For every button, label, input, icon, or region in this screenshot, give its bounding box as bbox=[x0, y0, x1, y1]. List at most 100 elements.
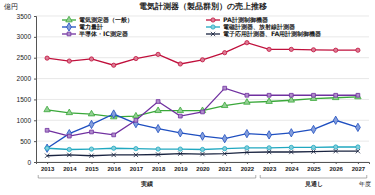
title: 電気計測器（製品群別）の売上推移 bbox=[139, 2, 267, 11]
y-tick-label: 3500 bbox=[17, 13, 32, 20]
series-marker bbox=[177, 107, 183, 113]
x-tick-label: 2014 bbox=[63, 166, 77, 172]
series-marker bbox=[156, 52, 160, 56]
series-marker bbox=[245, 150, 249, 154]
series-marker bbox=[355, 123, 360, 131]
annotation-bracket bbox=[38, 175, 256, 178]
x-tick-label: 2013 bbox=[41, 166, 55, 172]
y-axis-title: 億円 bbox=[4, 3, 18, 11]
series-marker bbox=[89, 147, 93, 151]
series-line bbox=[47, 43, 358, 66]
series-marker bbox=[334, 93, 338, 97]
y-axis: 0500100015002000250030003500 bbox=[17, 13, 37, 166]
series-marker bbox=[356, 48, 360, 52]
annotation-bracket bbox=[260, 175, 367, 178]
annotation: 見通し bbox=[304, 180, 323, 187]
series-marker bbox=[200, 147, 204, 151]
series-marker bbox=[222, 134, 227, 142]
series-marker bbox=[289, 150, 293, 154]
x-tick-mark bbox=[247, 162, 248, 164]
series-marker bbox=[67, 153, 71, 157]
x-tick: 2016 bbox=[108, 162, 122, 172]
series-marker bbox=[112, 63, 116, 67]
series-marker bbox=[266, 98, 272, 104]
chart: 電気計測器（製品群別）の売上推移億円0500100015002000250030… bbox=[0, 0, 375, 195]
series-marker bbox=[67, 59, 71, 63]
series-marker bbox=[178, 151, 182, 155]
x-tick: 2018 bbox=[152, 162, 166, 172]
y-tick-mark bbox=[34, 141, 36, 142]
grid bbox=[36, 16, 369, 162]
series-marker bbox=[200, 132, 205, 140]
series-marker bbox=[89, 120, 94, 128]
x-tick: 2019 bbox=[174, 162, 188, 172]
series-marker bbox=[221, 102, 227, 108]
x-axis: 2013201420152016201720182019202020212022… bbox=[37, 162, 370, 172]
plot-area bbox=[44, 41, 361, 158]
x-tick-mark bbox=[114, 162, 115, 164]
legend-label: 半導体・IC測定器 bbox=[78, 30, 129, 38]
x-tick-mark bbox=[291, 162, 292, 164]
x-tick-label: 2019 bbox=[174, 166, 188, 172]
series-marker bbox=[289, 93, 293, 97]
x-tick-mark bbox=[225, 162, 226, 164]
x-tick: 2027 bbox=[352, 162, 366, 172]
series-marker bbox=[334, 149, 338, 153]
series-marker bbox=[112, 153, 116, 157]
x-tick-mark bbox=[69, 162, 70, 164]
y-tick-mark bbox=[34, 58, 36, 59]
series-marker bbox=[156, 152, 160, 156]
series-marker bbox=[356, 149, 360, 153]
x-tick-mark bbox=[158, 162, 159, 164]
series-marker bbox=[44, 106, 50, 112]
series-marker bbox=[134, 147, 138, 151]
series-marker bbox=[45, 56, 49, 60]
series-marker bbox=[267, 47, 271, 51]
legend-item: 電子応用計測器、FA用計測制御機器 bbox=[206, 30, 322, 38]
y-tick-label: 1000 bbox=[17, 117, 32, 124]
series-marker bbox=[134, 118, 138, 122]
series-marker bbox=[134, 56, 138, 60]
series-marker bbox=[156, 147, 160, 151]
series-marker bbox=[244, 99, 250, 105]
grid-line bbox=[36, 120, 369, 121]
grid-line bbox=[36, 78, 369, 79]
series-marker bbox=[289, 47, 293, 51]
series-marker bbox=[311, 125, 316, 133]
legend-marker bbox=[211, 32, 215, 36]
legend-marker bbox=[67, 23, 72, 31]
x-tick-mark bbox=[47, 162, 48, 164]
y-tick-label: 0 bbox=[27, 159, 31, 166]
series-marker bbox=[111, 110, 116, 118]
series-marker bbox=[267, 131, 272, 139]
series-marker bbox=[245, 41, 249, 45]
x-tick-label: 2015 bbox=[85, 166, 99, 172]
x-tick-label: 2027 bbox=[352, 166, 366, 172]
series-marker bbox=[178, 62, 182, 66]
grid-line bbox=[36, 99, 369, 100]
series-marker bbox=[267, 93, 271, 97]
x-tick-mark bbox=[336, 162, 337, 164]
series-marker bbox=[267, 146, 271, 150]
series-marker bbox=[267, 150, 271, 154]
x-tick-label: 2024 bbox=[285, 166, 299, 172]
x-tick: 2014 bbox=[63, 162, 77, 172]
legend-marker bbox=[211, 25, 215, 29]
x-tick-mark bbox=[269, 162, 270, 164]
y-tick: 0 bbox=[27, 159, 36, 166]
y-tick: 3500 bbox=[17, 13, 36, 20]
series-marker bbox=[156, 124, 161, 132]
y-tick: 1000 bbox=[17, 117, 36, 124]
series-marker bbox=[200, 58, 204, 62]
series-marker bbox=[312, 93, 316, 97]
x-tick-label: 2018 bbox=[152, 166, 166, 172]
x-tick-mark bbox=[136, 162, 137, 164]
series-marker bbox=[223, 147, 227, 151]
x-tick: 2013 bbox=[41, 162, 55, 172]
y-tick-mark bbox=[34, 37, 36, 38]
series-marker bbox=[311, 48, 315, 52]
x-axis-title: 年度 bbox=[359, 180, 371, 187]
series-marker bbox=[112, 146, 116, 150]
legend: 電気測定器（一般）PA計測制御機器電力量計電磁計測器、放射線計測器半導体・IC測… bbox=[62, 16, 322, 38]
x-tick-label: 2016 bbox=[108, 166, 122, 172]
